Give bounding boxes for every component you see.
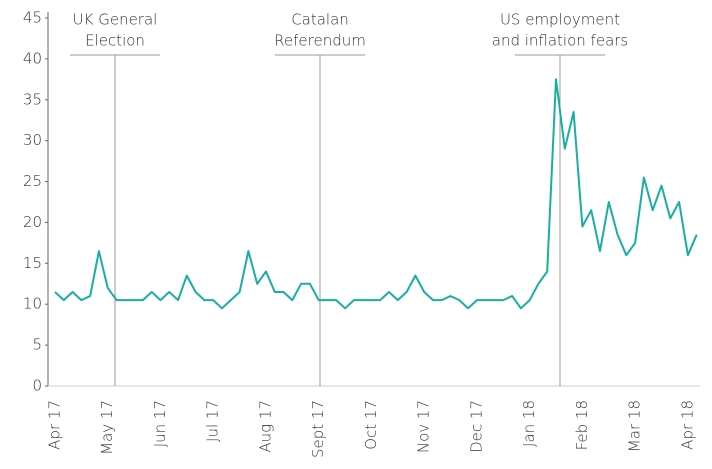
y-tick-label: 30	[23, 131, 42, 149]
y-tick-label: 10	[23, 295, 42, 313]
y-tick-label: 35	[23, 90, 42, 108]
x-tick-label: Mar 18	[626, 400, 644, 452]
y-tick-label: 20	[23, 213, 42, 231]
x-tick-label: Apr 18	[678, 400, 696, 450]
x-tick-label: Apr 17	[46, 400, 64, 450]
y-tick-label: 15	[23, 254, 42, 272]
x-tick-label: Jul 17	[204, 400, 222, 442]
x-tick-label: Nov 17	[415, 400, 433, 453]
line	[54, 78, 698, 310]
x-tick-label: Oct 17	[362, 400, 380, 450]
x-tick-label: Aug 17	[256, 400, 274, 453]
x-tick-label: Dec 17	[467, 400, 485, 453]
y-tick-label: 40	[23, 49, 42, 67]
x-tick-label: Jan 18	[520, 400, 538, 447]
annotation: UK General	[73, 11, 158, 29]
annotation: US employment	[500, 11, 620, 29]
annotation: Referendum	[274, 32, 366, 50]
annotation: and inflation fears	[492, 32, 629, 50]
y-tick-label: 25	[23, 172, 42, 190]
x-tick-label: Feb 18	[573, 400, 591, 450]
annotation: Catalan	[291, 11, 349, 29]
y-tick-label: 0	[32, 377, 42, 395]
y-tick-label: 5	[32, 336, 42, 354]
y-tick-label: 45	[23, 9, 42, 27]
x-tick-label: May 17	[98, 400, 116, 455]
x-tick-label: Jun 17	[151, 400, 169, 447]
x-tick-label: Sept 17	[309, 400, 327, 458]
annotation: Election	[85, 32, 145, 50]
